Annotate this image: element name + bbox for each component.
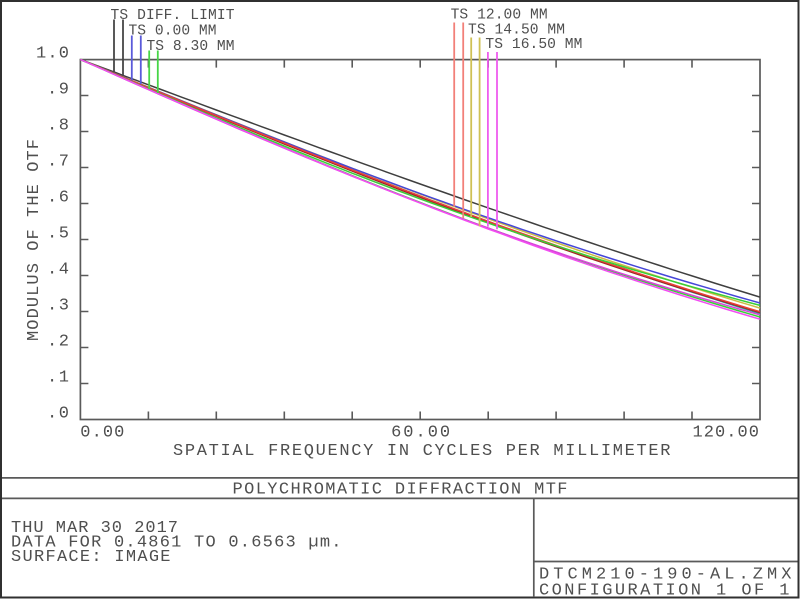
svg-text:.2: .2 (47, 333, 69, 352)
svg-text:POLYCHROMATIC DIFFRACTION MTF: POLYCHROMATIC DIFFRACTION MTF (233, 481, 568, 500)
svg-text:TS DIFF. LIMIT: TS DIFF. LIMIT (111, 8, 235, 24)
svg-text:TS 8.30 MM: TS 8.30 MM (147, 39, 235, 55)
svg-text:1.0: 1.0 (36, 45, 69, 64)
svg-text:.3: .3 (47, 297, 69, 316)
svg-text:THU MAR 30 2017: THU MAR 30 2017 (11, 519, 178, 538)
svg-text:.1: .1 (47, 369, 69, 388)
svg-text:TS 14.50 MM: TS 14.50 MM (468, 22, 565, 38)
svg-text:TS 16.50 MM: TS 16.50 MM (485, 37, 582, 53)
svg-text:SURFACE: IMAGE: SURFACE: IMAGE (11, 548, 171, 567)
svg-text:.0: .0 (47, 405, 69, 424)
svg-text:0.00: 0.00 (80, 424, 124, 443)
svg-text:DATA FOR 0.4861 TO 0.6563 µm.: DATA FOR 0.4861 TO 0.6563 µm. (11, 534, 342, 553)
svg-text:TS 0.00 MM: TS 0.00 MM (129, 24, 217, 40)
svg-text:.5: .5 (47, 225, 69, 244)
svg-text:.8: .8 (47, 117, 69, 136)
svg-text:.6: .6 (47, 189, 69, 208)
svg-text:TS 12.00 MM: TS 12.00 MM (451, 7, 548, 23)
svg-text:MODULUS OF THE OTF: MODULUS OF THE OTF (25, 139, 44, 341)
svg-text:.4: .4 (47, 261, 69, 280)
svg-text:.9: .9 (47, 81, 69, 100)
svg-text:SPATIAL FREQUENCY IN CYCLES PE: SPATIAL FREQUENCY IN CYCLES PER MILLIMET… (173, 442, 671, 461)
svg-text:60.00: 60.00 (391, 424, 450, 443)
svg-text:120.00: 120.00 (693, 424, 760, 443)
svg-text:.7: .7 (47, 153, 69, 172)
